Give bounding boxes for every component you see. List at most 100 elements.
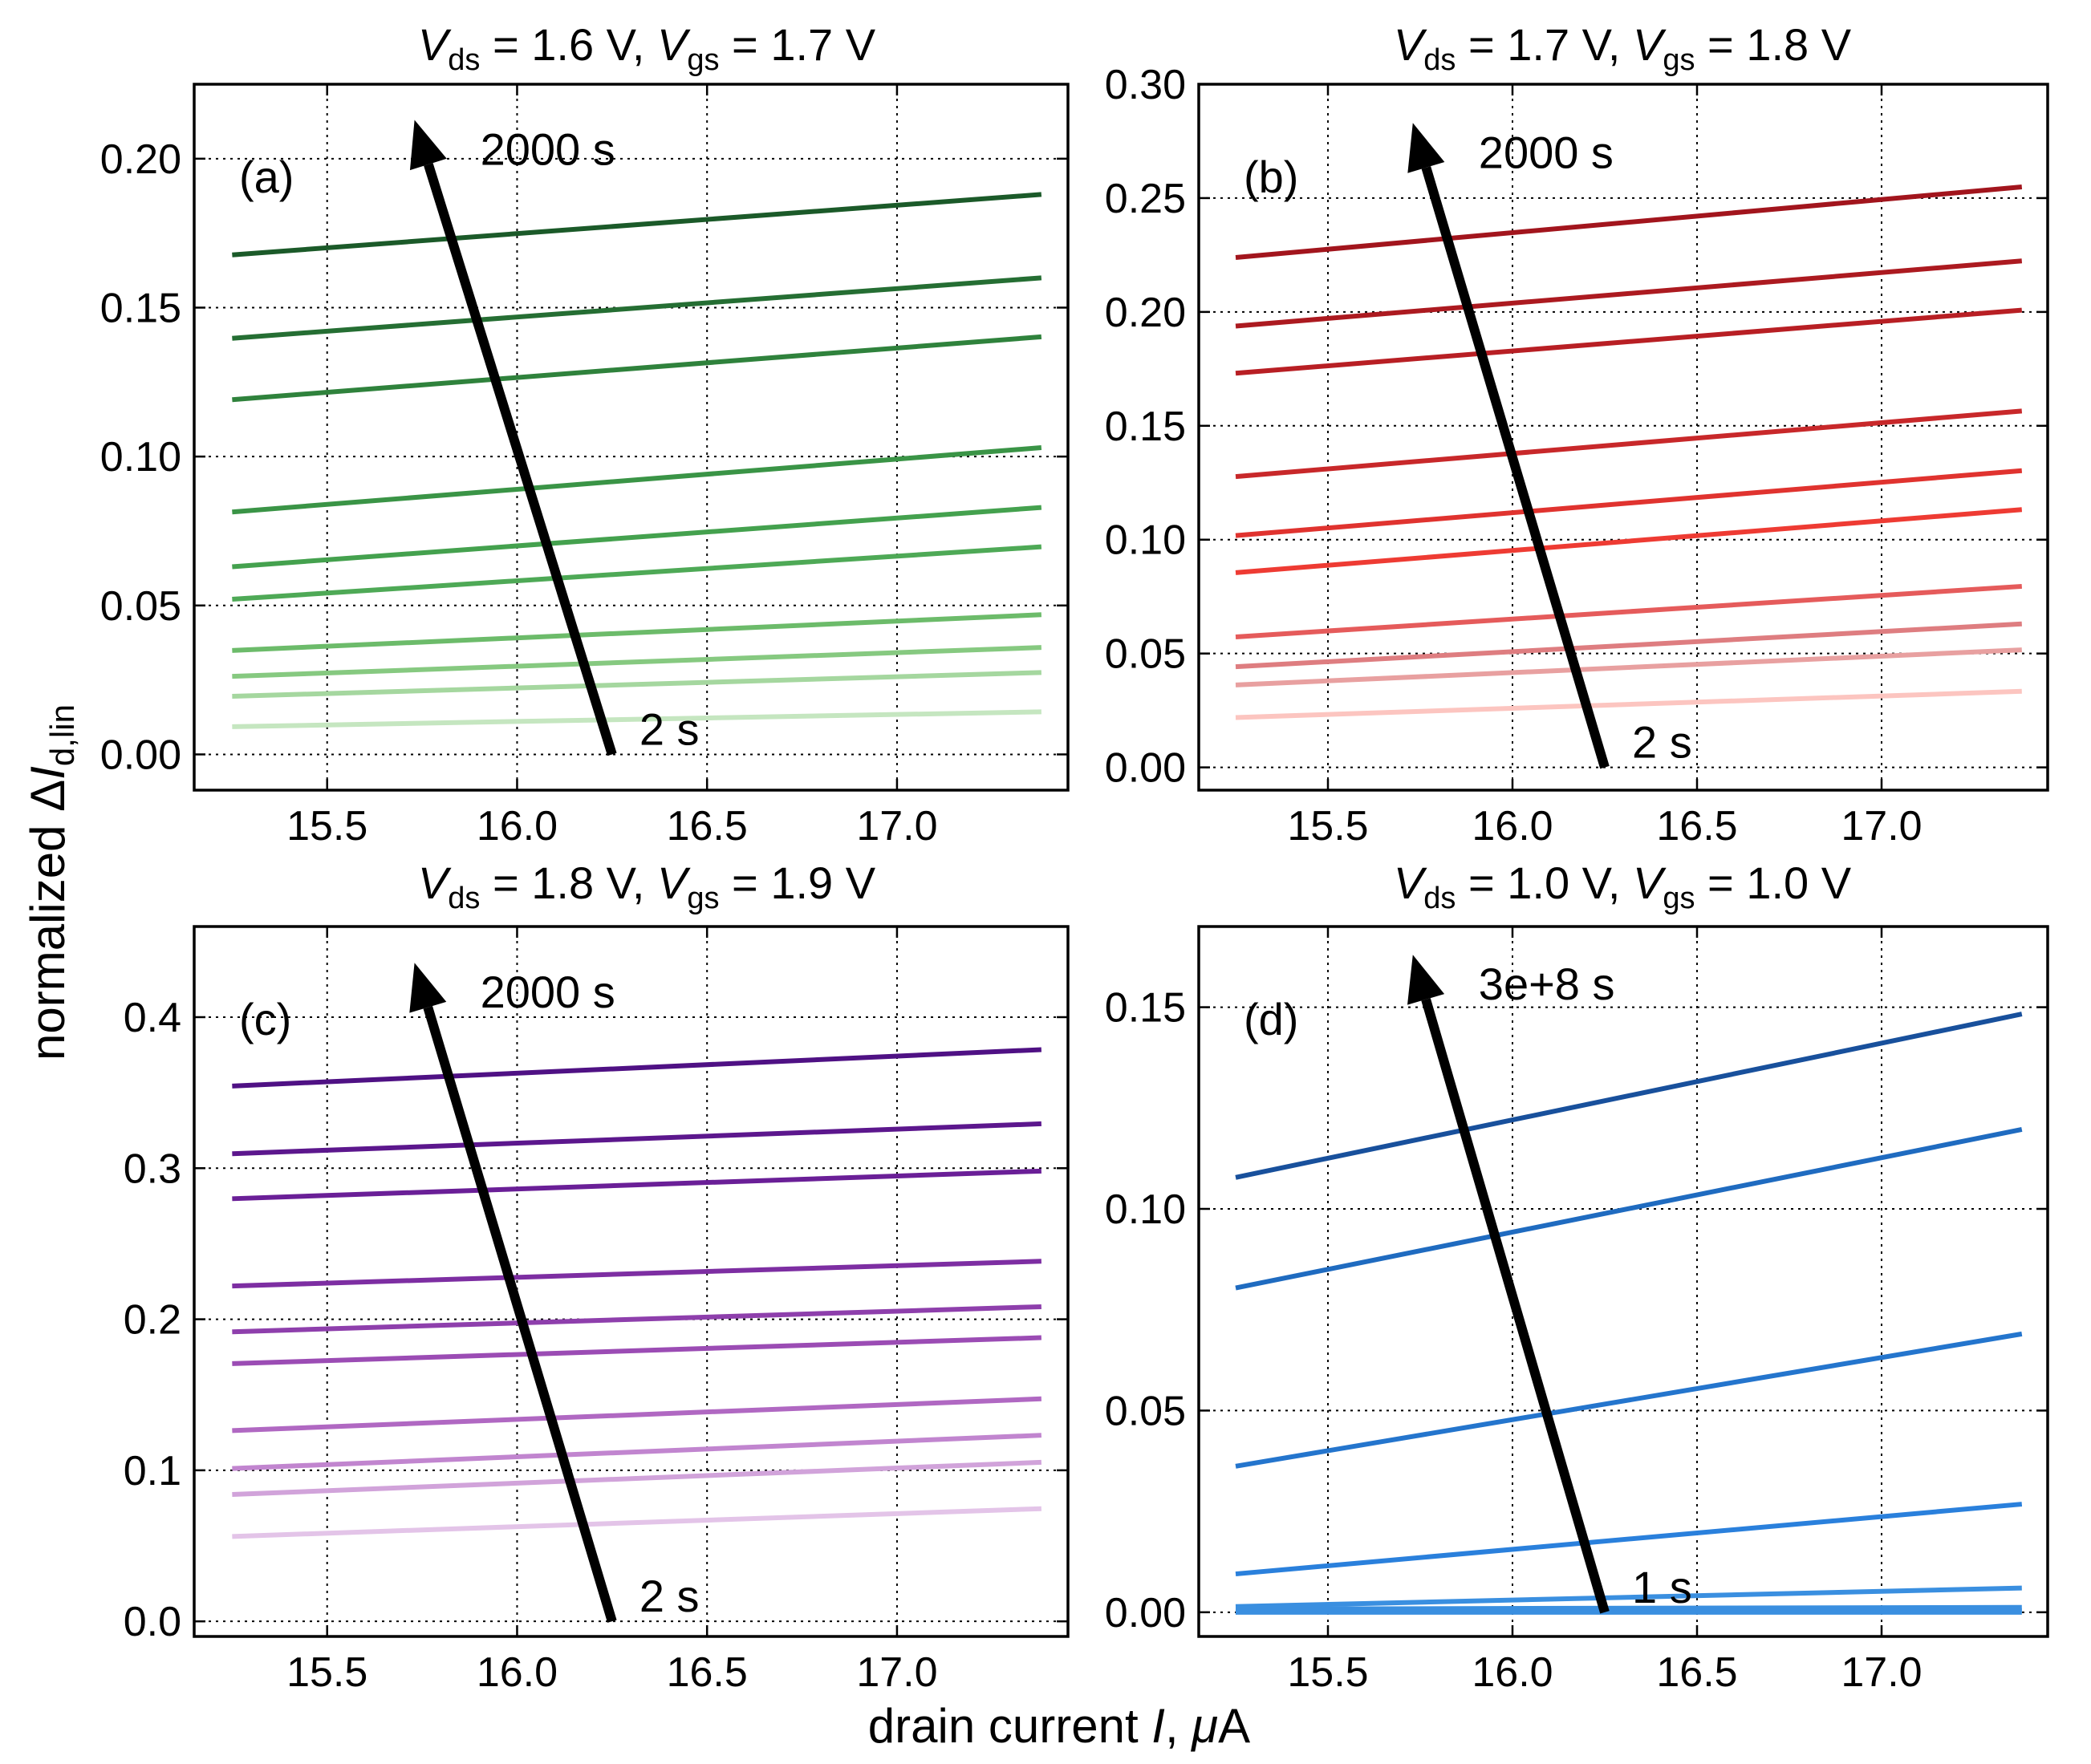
panel-d-arrow-head (1407, 955, 1445, 1005)
panel-b-xtick-label-2: 16.5 (1656, 803, 1737, 850)
panel-a-xtick-label-3: 17.0 (856, 803, 937, 850)
panel-a-ytick-label-1: 0.05 (100, 583, 181, 630)
panel-c-xtick-label-1: 16.0 (477, 1649, 558, 1696)
panel-b: Vds = 1.7 V, Vgs = 1.8 V 2 s 2000 s (b) 15.… (1105, 19, 2049, 850)
panel-c-series-s4 (232, 1396, 1041, 1434)
panel-c-arrow-start-label: 2 s (639, 1571, 700, 1621)
panel-c-ytick-label-2: 0.2 (124, 1297, 181, 1344)
panel-b-ytick-label-3: 0.15 (1105, 403, 1186, 450)
panel-d-xtick-label-0: 15.5 (1287, 1649, 1368, 1696)
panel-c-frame (193, 925, 1070, 1638)
panel-c-arrow-end-label: 2000 s (481, 967, 615, 1017)
panel-d: Vds = 1.0 V, Vgs = 1.0 V 1 s 3e+8 s (d) 15.… (1105, 858, 2049, 1696)
panel-c-ytick-label-4: 0.4 (124, 995, 181, 1041)
panel-d-series-s8 (1235, 1012, 2023, 1180)
panel-b-series-s6 (1235, 468, 2023, 538)
panel-c-arrow-head (409, 963, 447, 1013)
panel-d-frame (1197, 925, 2049, 1638)
panel-c-series-s5 (232, 1335, 1041, 1366)
panel-d-ytick-label-1: 0.05 (1105, 1388, 1186, 1434)
panel-b-series-s4 (1235, 583, 2022, 639)
panel-d-series-s7 (1235, 1126, 2023, 1291)
panel-d-plot: 1 s 3e+8 s (d) 15.5 16.0 16.5 17.0 0.00 0.05 0.10… (1105, 925, 2049, 1696)
panel-a-series-s10 (232, 192, 1042, 258)
panel-d-arrow-start-label: 1 s (1632, 1562, 1692, 1612)
panel-a-series-s2 (232, 670, 1041, 700)
panel-b-ytick-label-4: 0.20 (1105, 290, 1186, 336)
panel-c: Vds = 1.8 V, Vgs = 1.9 V 2 s 2000 s (c) 15.… (124, 858, 1070, 1696)
panel-a: Vds = 1.6 V, Vgs = 1.7 V 2 s 2000 s (a) 15.… (100, 19, 1070, 850)
panel-a-frame (193, 83, 1070, 792)
panel-a-series-s8 (232, 334, 1042, 403)
panel-c-title: Vds = 1.8 V, Vgs = 1.9 V (418, 858, 876, 915)
panel-b-frame (1197, 83, 2049, 792)
panel-b-series-s10 (1235, 185, 2023, 261)
panel-c-series-s3 (232, 1433, 1041, 1471)
panel-c-xtick-label-3: 17.0 (856, 1649, 937, 1696)
panel-a-arrow-head (409, 120, 447, 171)
panel-b-series-s5 (1235, 507, 2023, 575)
panel-d-xtick-label-1: 16.0 (1472, 1649, 1553, 1696)
panel-a-arrow-start-label: 2 s (639, 704, 700, 754)
panel-d-letter: (d) (1244, 994, 1298, 1044)
panel-c-xtick-label-2: 16.5 (667, 1649, 748, 1696)
panel-b-ytick-label-6: 0.30 (1105, 62, 1186, 108)
panel-b-title: Vds = 1.7 V, Vgs = 1.8 V (1394, 19, 1852, 77)
panel-b-series-s1 (1235, 688, 2022, 720)
panel-c-ytick-label-1: 0.1 (124, 1448, 181, 1494)
panel-b-xtick-label-3: 17.0 (1841, 803, 1922, 850)
panel-c-series-s8 (232, 1168, 1041, 1202)
panel-a-ytick-label-3: 0.15 (100, 285, 181, 331)
panel-b-ytick-label-0: 0.00 (1105, 745, 1186, 792)
panel-a-series-s4 (232, 612, 1041, 653)
panel-b-ytick-label-2: 0.10 (1105, 517, 1186, 564)
panel-a-arrow-shaft (424, 163, 617, 756)
panel-b-ytick-label-5: 0.25 (1105, 176, 1186, 222)
panel-b-series-s7 (1235, 408, 2023, 480)
panel-a-xtick-label-0: 15.5 (286, 803, 367, 850)
panel-c-xtick-label-0: 15.5 (286, 1649, 367, 1696)
panel-d-series-s6 (1235, 1331, 2023, 1469)
panel-a-series-s7 (232, 445, 1042, 515)
panel-b-xtick-label-1: 16.0 (1472, 803, 1553, 850)
panel-c-series-s6 (232, 1304, 1041, 1335)
panel-d-xtick-label-2: 16.5 (1656, 1649, 1737, 1696)
y-axis-label: normalized ΔId,lin (21, 704, 81, 1060)
panel-a-arrow-end-label: 2000 s (481, 124, 615, 175)
panel-a-series-s5 (232, 544, 1042, 602)
panel-b-arrow-end-label: 2000 s (1479, 127, 1614, 177)
panel-d-ytick-label-0: 0.00 (1105, 1590, 1186, 1636)
panel-a-series-s3 (232, 645, 1041, 679)
panel-b-plot: 2 s 2000 s (b) 15.5 16.0 16.5 17.0 0.00 0.05 0.10… (1105, 62, 2049, 850)
panel-a-title: Vds = 1.6 V, Vgs = 1.7 V (418, 19, 876, 77)
panel-c-series-s7 (232, 1259, 1041, 1289)
panel-a-series-s6 (232, 505, 1042, 570)
panel-c-series-s9 (232, 1121, 1041, 1157)
panel-b-series-s9 (1235, 258, 2023, 329)
panel-d-arrow-end-label: 3e+8 s (1479, 959, 1615, 1009)
panel-c-series-s1 (232, 1506, 1041, 1539)
panel-b-series-s3 (1235, 621, 2022, 670)
panel-d-ytick-label-3: 0.15 (1105, 985, 1186, 1032)
panel-d-series-s3 (1235, 1604, 2022, 1612)
panel-b-arrow-head (1407, 123, 1445, 173)
panel-c-series-s2 (232, 1459, 1041, 1497)
panel-a-series-s1 (232, 709, 1041, 729)
panel-c-arrow-shaft (423, 1006, 617, 1623)
panel-c-plot: 2 s 2000 s (c) 15.5 16.0 16.5 17.0 0.0 0.1 0.2 0.3… (124, 925, 1070, 1696)
panel-c-series-s10 (232, 1047, 1041, 1089)
panel-c-ytick-label-3: 0.3 (124, 1146, 181, 1192)
panel-d-xtick-label-3: 17.0 (1841, 1649, 1922, 1696)
panel-d-ytick-label-2: 0.10 (1105, 1186, 1186, 1233)
panel-b-letter: (b) (1244, 152, 1298, 202)
panel-d-series-s5 (1235, 1502, 2023, 1577)
panel-d-series-s4 (1235, 1585, 2022, 1609)
panel-c-letter: (c) (239, 994, 291, 1044)
panel-c-ytick-label-0: 0.0 (124, 1599, 181, 1645)
panel-a-plot: 2 s 2000 s (a) 15.5 16.0 16.5 17.0 0.00 0.05 0.10… (100, 83, 1070, 850)
panel-b-arrow-shaft (1421, 166, 1610, 769)
panel-d-arrow-shaft (1421, 998, 1610, 1614)
panel-b-xtick-label-0: 15.5 (1287, 803, 1368, 850)
panel-a-xtick-label-1: 16.0 (477, 803, 558, 850)
